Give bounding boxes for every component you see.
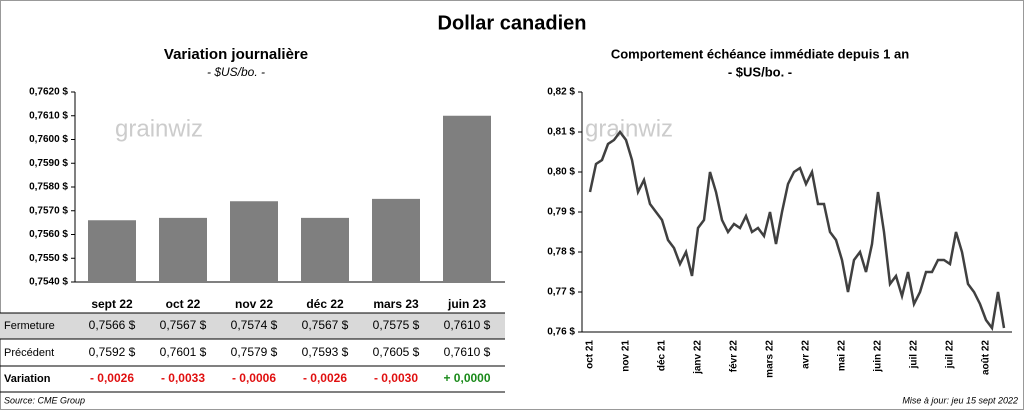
table-cell: 0,7593 $ bbox=[302, 345, 349, 359]
x-tick-label: août 22 bbox=[981, 340, 992, 375]
table-cell: - 0,0006 bbox=[232, 371, 276, 385]
page-title: Dollar canadien bbox=[438, 12, 587, 34]
x-tick-label: janv 22 bbox=[693, 340, 704, 375]
table-cell: 0,7566 $ bbox=[89, 318, 136, 332]
bar bbox=[301, 217, 349, 282]
y-tick-label: 0,81 $ bbox=[547, 127, 575, 138]
y-tick-label: 0,7570 $ bbox=[29, 205, 68, 216]
bar bbox=[230, 201, 278, 282]
line-subtitle: - $US/bo. - bbox=[728, 64, 792, 79]
table-cell: + 0,0000 bbox=[443, 371, 490, 385]
bar bbox=[443, 115, 491, 282]
watermark: grainwiz bbox=[115, 115, 203, 142]
y-tick-label: 0,7540 $ bbox=[29, 277, 68, 288]
y-tick-label: 0,7560 $ bbox=[29, 229, 68, 240]
table-cell: 0,7610 $ bbox=[444, 345, 491, 359]
price-line bbox=[588, 129, 1006, 332]
x-tick-label: juil 22 bbox=[945, 340, 956, 370]
line-title: Comportement échéance immédiate depuis 1… bbox=[611, 46, 909, 61]
x-tick-label: juil 22 bbox=[909, 340, 920, 370]
x-tick-label: oct 22 bbox=[166, 297, 201, 311]
x-tick-label: févr 22 bbox=[729, 340, 740, 373]
row-label: Variation bbox=[4, 373, 51, 385]
table-cell: 0,7579 $ bbox=[231, 345, 278, 359]
bar-subtitle: - $US/bo. - bbox=[207, 65, 265, 79]
x-tick-label: mai 22 bbox=[837, 340, 848, 372]
x-tick-label: oct 21 bbox=[585, 340, 596, 369]
table-cell: 0,7567 $ bbox=[302, 318, 349, 332]
x-tick-label: avr 22 bbox=[801, 340, 812, 369]
y-tick-label: 0,7620 $ bbox=[29, 87, 68, 98]
table-cell: 0,7575 $ bbox=[373, 318, 420, 332]
x-tick-label: mars 22 bbox=[765, 340, 776, 378]
table-cell: - 0,0030 bbox=[374, 371, 418, 385]
row-label: Précédent bbox=[4, 347, 54, 359]
y-tick-label: 0,7600 $ bbox=[29, 134, 68, 145]
table-cell: - 0,0026 bbox=[90, 371, 134, 385]
table-cell: - 0,0026 bbox=[303, 371, 347, 385]
x-tick-label: sept 22 bbox=[91, 297, 133, 311]
y-tick-label: 0,7590 $ bbox=[29, 158, 68, 169]
bar bbox=[159, 217, 207, 282]
y-tick-label: 0,80 $ bbox=[547, 167, 575, 178]
y-tick-label: 0,7550 $ bbox=[29, 253, 68, 264]
table-cell: 0,7610 $ bbox=[444, 318, 491, 332]
y-tick-label: 0,7580 $ bbox=[29, 182, 68, 193]
updated: Mise à jour: jeu 15 sept 2022 bbox=[902, 395, 1018, 405]
source: Source: CME Group bbox=[4, 395, 85, 405]
table-cell: 0,7567 $ bbox=[160, 318, 207, 332]
y-tick-label: 0,76 $ bbox=[547, 327, 575, 338]
x-tick-label: nov 22 bbox=[235, 297, 273, 311]
y-tick-label: 0,79 $ bbox=[547, 207, 575, 218]
table-cell: 0,7605 $ bbox=[373, 345, 420, 359]
table-cell: - 0,0033 bbox=[161, 371, 205, 385]
table-cell: 0,7574 $ bbox=[231, 318, 278, 332]
bar bbox=[88, 220, 136, 282]
bar-title: Variation journalière bbox=[164, 46, 308, 63]
y-tick-label: 0,78 $ bbox=[547, 247, 575, 258]
y-tick-label: 0,77 $ bbox=[547, 287, 575, 298]
x-tick-label: déc 21 bbox=[657, 340, 668, 372]
y-tick-label: 0,7610 $ bbox=[29, 110, 68, 121]
bar bbox=[372, 198, 420, 282]
table-cell: 0,7592 $ bbox=[89, 345, 136, 359]
x-tick-label: juin 23 bbox=[447, 297, 486, 311]
watermark: grainwiz bbox=[585, 115, 673, 142]
x-tick-label: nov 21 bbox=[621, 340, 632, 372]
x-tick-label: mars 23 bbox=[373, 297, 419, 311]
x-tick-label: déc 22 bbox=[306, 297, 344, 311]
table-cell: 0,7601 $ bbox=[160, 345, 207, 359]
x-tick-label: juin 22 bbox=[873, 340, 884, 373]
row-label: Fermeture bbox=[4, 320, 55, 332]
y-tick-label: 0,82 $ bbox=[547, 87, 575, 98]
row-highlight bbox=[0, 313, 505, 339]
